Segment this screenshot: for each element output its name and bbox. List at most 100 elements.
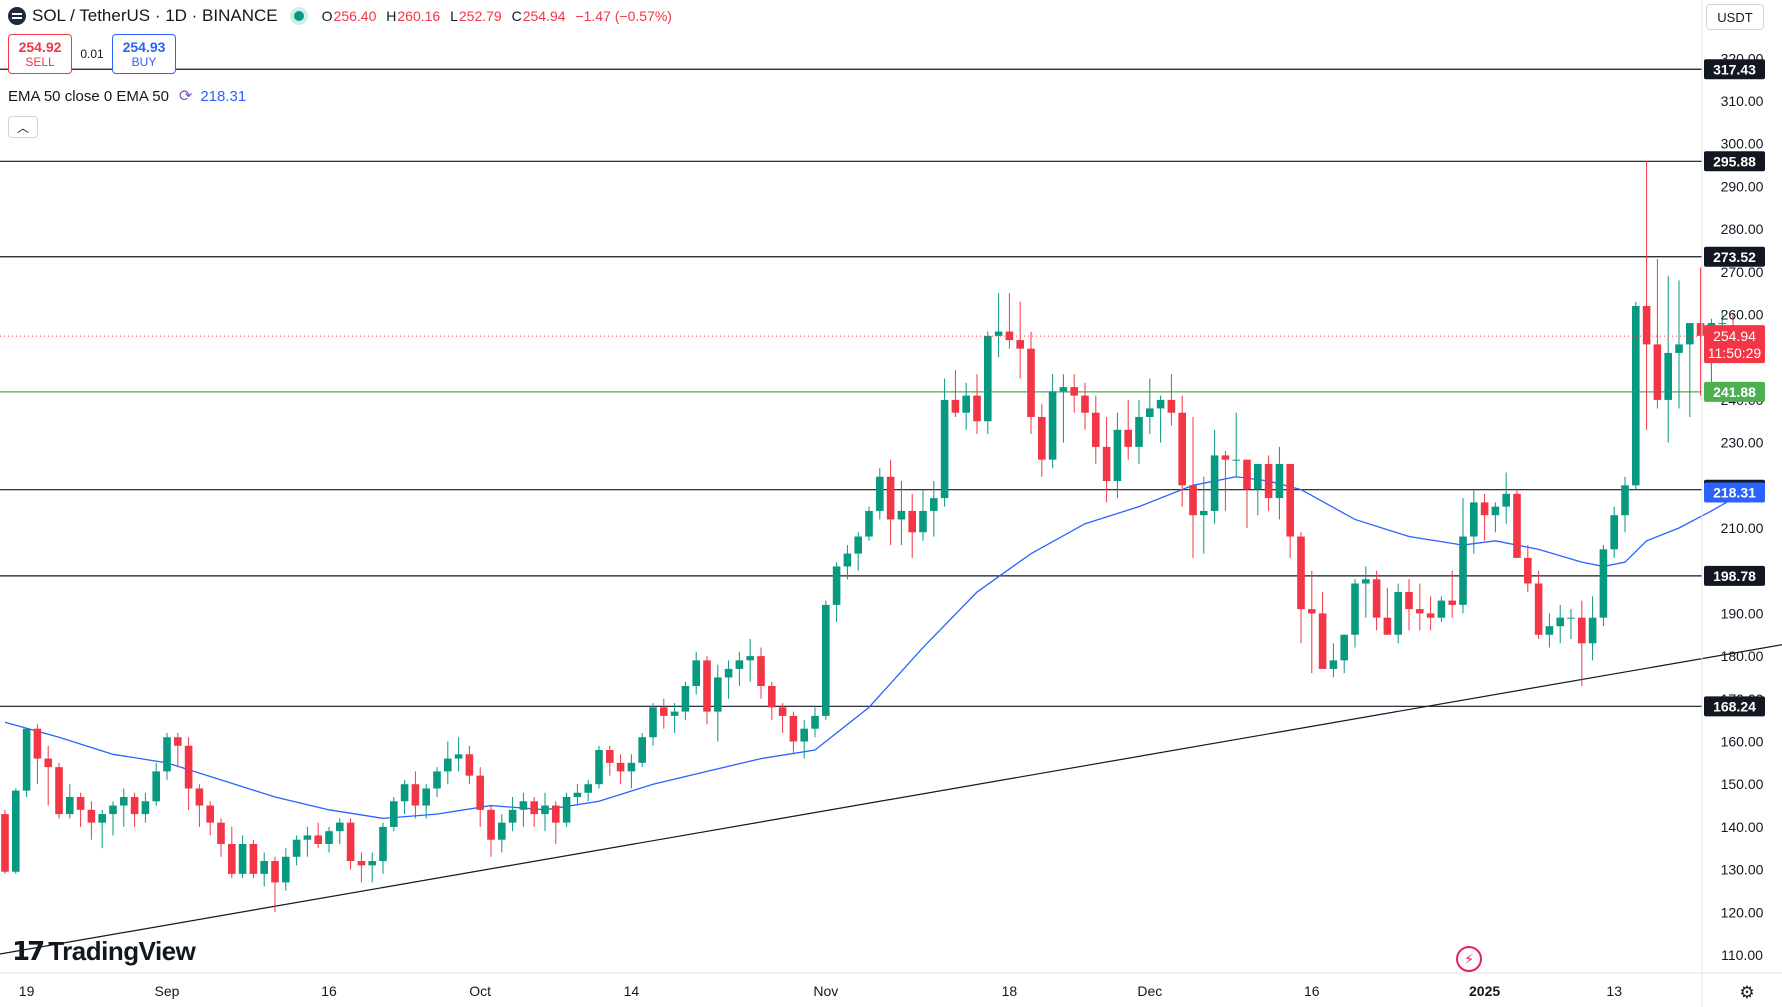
candle: [595, 745, 603, 789]
candle-body: [1243, 459, 1251, 490]
candle: [1534, 570, 1543, 640]
indicator-legend[interactable]: EMA 50 close 0 EMA 50 ⟳ 218.31: [8, 86, 246, 106]
sell-label: SELL: [25, 55, 55, 69]
level-price-label-bg: [1704, 696, 1765, 717]
candle: [584, 779, 592, 802]
candle-body: [184, 745, 193, 789]
candle-body: [1480, 502, 1489, 516]
candle-body: [314, 835, 322, 844]
price-labels: 317.43295.88273.52241.88218.97198.78168.…: [1704, 59, 1765, 717]
candle: [1102, 416, 1111, 503]
tradingview-logo[interactable]: 17 TradingView: [12, 936, 196, 967]
price-tick-label: 260.00: [1721, 307, 1764, 323]
level-price-label: 241.88: [1704, 381, 1765, 402]
candle-body: [994, 331, 1003, 336]
ema-layer: [4, 476, 1745, 820]
candle-body: [1070, 387, 1078, 396]
candle-body: [1329, 660, 1338, 669]
candle-body: [552, 805, 560, 823]
candle: [1372, 570, 1381, 631]
candle: [552, 801, 560, 844]
candle-body: [1254, 463, 1262, 490]
candle-body: [1610, 515, 1618, 550]
candle-body: [789, 715, 798, 742]
candle: [249, 839, 258, 879]
candle-body: [1362, 579, 1370, 584]
candle-body: [1383, 617, 1392, 635]
candle-body: [1448, 600, 1456, 605]
candle-body: [778, 707, 787, 716]
candle-body: [368, 861, 376, 866]
candle-body: [1027, 348, 1035, 417]
candle: [217, 818, 225, 857]
candle-body: [1038, 416, 1046, 460]
candle-body: [519, 801, 528, 810]
level-price-label: 198.78: [1704, 565, 1765, 586]
settings-icon[interactable]: ⚙: [1739, 983, 1755, 1002]
candle-body: [249, 843, 258, 874]
candle: [174, 732, 182, 768]
candle-body: [541, 805, 549, 815]
candle: [940, 378, 949, 507]
candle-body: [897, 510, 906, 520]
candle-body: [1545, 626, 1554, 635]
candle: [1146, 378, 1154, 435]
candle-body: [1189, 485, 1197, 516]
candle-body: [33, 728, 42, 759]
candle: [1, 809, 9, 874]
candle-body: [1232, 459, 1240, 461]
candle: [800, 720, 808, 759]
candle-body: [714, 677, 722, 712]
sell-price: 254.92: [18, 39, 62, 55]
candle-body: [768, 685, 776, 708]
candle: [1675, 280, 1683, 409]
candle: [1048, 374, 1057, 469]
candle-body: [1686, 323, 1694, 345]
candle: [390, 797, 398, 832]
candle-body: [1200, 510, 1208, 516]
candle: [768, 681, 776, 721]
candle: [184, 737, 193, 810]
candle-body: [649, 707, 657, 738]
candle: [314, 822, 322, 849]
candle-body: [390, 801, 398, 827]
candle-body: [1459, 536, 1467, 605]
candle-body: [1081, 395, 1089, 413]
candle: [973, 374, 981, 435]
candle: [282, 848, 290, 891]
lightning-icon[interactable]: ⚡: [1456, 946, 1482, 972]
candle-body: [1567, 617, 1575, 619]
candle: [1653, 258, 1662, 409]
level-price-label-bg: [1704, 59, 1765, 80]
level-price-label-text: 295.88: [1713, 153, 1756, 169]
candle: [152, 762, 160, 806]
candle-body: [843, 553, 852, 567]
candle: [1243, 459, 1251, 528]
candle-body: [87, 809, 96, 823]
candle: [1092, 395, 1100, 464]
candle: [22, 728, 31, 798]
close-label: C: [511, 8, 522, 24]
currency-button[interactable]: USDT: [1706, 4, 1764, 30]
candle: [1599, 545, 1608, 627]
candle: [1426, 596, 1435, 631]
candle-body: [973, 395, 981, 422]
candle-body: [1221, 455, 1230, 460]
candle: [541, 792, 549, 832]
price-tick-label: 110.00: [1721, 947, 1763, 963]
level-price-label: 317.43: [1704, 59, 1765, 80]
candle: [109, 801, 117, 836]
collapse-legend-button[interactable]: ︿: [8, 116, 38, 138]
symbol-title[interactable]: SOL / TetherUS · 1D · BINANCE: [32, 6, 278, 25]
candle: [411, 771, 420, 819]
candle-body: [141, 801, 150, 815]
buy-button[interactable]: 254.93 BUY: [112, 34, 176, 74]
candle-body: [130, 797, 139, 815]
level-price-label-text: 198.78: [1713, 568, 1756, 584]
candle-body: [584, 784, 592, 793]
sell-button[interactable]: 254.92 SELL: [8, 34, 72, 74]
price-axis: 110.00120.00130.00140.00150.00160.00170.…: [1701, 0, 1764, 1007]
candle: [1264, 455, 1273, 511]
candle-body: [76, 797, 85, 810]
